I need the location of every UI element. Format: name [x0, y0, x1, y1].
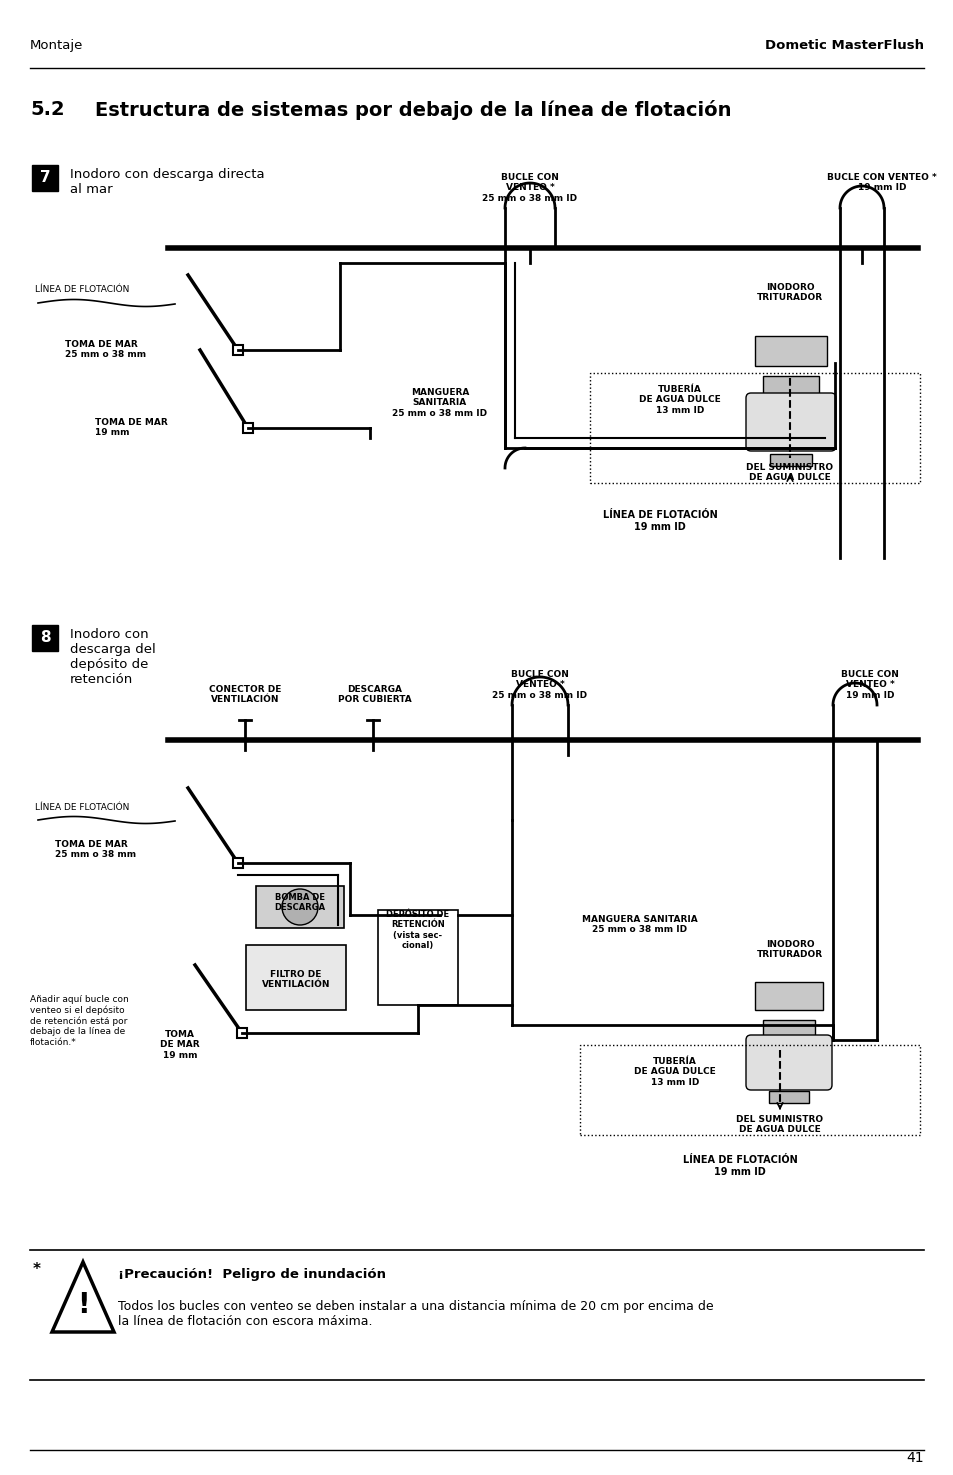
- Bar: [762, 1021, 814, 1040]
- Text: TOMA DE MAR
25 mm o 38 mm: TOMA DE MAR 25 mm o 38 mm: [55, 839, 136, 860]
- Text: BUCLE CON
VENTEO *
25 mm o 38 mm ID: BUCLE CON VENTEO * 25 mm o 38 mm ID: [482, 173, 577, 202]
- Text: LÍNEA DE FLOTACIÓN: LÍNEA DE FLOTACIÓN: [35, 286, 130, 295]
- Text: Inodoro con
descarga del
depósito de
retención: Inodoro con descarga del depósito de ret…: [70, 628, 155, 686]
- Polygon shape: [52, 1263, 113, 1332]
- Bar: [32, 165, 58, 190]
- Text: TUBERÍA
DE AGUA DULCE
13 mm ID: TUBERÍA DE AGUA DULCE 13 mm ID: [634, 1058, 715, 1087]
- Text: TOMA DE MAR
25 mm o 38 mm: TOMA DE MAR 25 mm o 38 mm: [65, 341, 146, 360]
- Text: 8: 8: [40, 630, 51, 646]
- Bar: [579, 1044, 919, 1134]
- Text: LÍNEA DE FLOTACIÓN: LÍNEA DE FLOTACIÓN: [35, 802, 130, 811]
- Text: DEL SUMINISTRO
DE AGUA DULCE: DEL SUMINISTRO DE AGUA DULCE: [745, 463, 833, 482]
- Bar: [754, 982, 822, 1010]
- Bar: [589, 373, 919, 482]
- Text: BUCLE CON VENTEO *
19 mm ID: BUCLE CON VENTEO * 19 mm ID: [826, 173, 936, 192]
- Text: 7: 7: [40, 171, 51, 186]
- Text: Inodoro con descarga directa
al mar: Inodoro con descarga directa al mar: [70, 168, 264, 196]
- Text: TUBERÍA
DE AGUA DULCE
13 mm ID: TUBERÍA DE AGUA DULCE 13 mm ID: [639, 385, 720, 414]
- Text: Todos los bucles con venteo se deben instalar a una distancia mínima de 20 cm po: Todos los bucles con venteo se deben ins…: [118, 1299, 713, 1328]
- Bar: [32, 625, 58, 650]
- FancyBboxPatch shape: [745, 1035, 831, 1090]
- Text: BOMBA DE
DESCARGA: BOMBA DE DESCARGA: [274, 892, 325, 913]
- Bar: [768, 1092, 808, 1103]
- Bar: [377, 910, 457, 1004]
- Text: *: *: [33, 1263, 41, 1277]
- Text: BUCLE CON
VENTEO *
19 mm ID: BUCLE CON VENTEO * 19 mm ID: [841, 670, 898, 699]
- Text: DESCARGA
POR CUBIERTA: DESCARGA POR CUBIERTA: [337, 684, 412, 705]
- Text: LÍNEA DE FLOTACIÓN
19 mm ID: LÍNEA DE FLOTACIÓN 19 mm ID: [682, 1155, 797, 1177]
- Circle shape: [282, 889, 317, 925]
- Text: BUCLE CON
VENTEO *
25 mm o 38 mm ID: BUCLE CON VENTEO * 25 mm o 38 mm ID: [492, 670, 587, 699]
- Text: Estructura de sistemas por debajo de la línea de flotación: Estructura de sistemas por debajo de la …: [95, 100, 731, 119]
- Text: DEL SUMINISTRO
DE AGUA DULCE: DEL SUMINISTRO DE AGUA DULCE: [736, 1115, 822, 1134]
- Text: TOMA
DE MAR
19 mm: TOMA DE MAR 19 mm: [160, 1030, 199, 1061]
- Bar: [754, 336, 826, 366]
- Bar: [769, 454, 811, 466]
- Bar: [255, 886, 344, 928]
- Text: 41: 41: [905, 1451, 923, 1465]
- Text: Añadir aquí bucle con
venteo si el depósito
de retención está por
debajo de la l: Añadir aquí bucle con venteo si el depós…: [30, 996, 129, 1047]
- Text: 5.2: 5.2: [30, 100, 65, 119]
- Text: FILTRO DE
VENTILACIÓN: FILTRO DE VENTILACIÓN: [261, 971, 330, 990]
- Bar: [246, 945, 346, 1010]
- Text: INODORO
TRITURADOR: INODORO TRITURADOR: [756, 283, 822, 302]
- Text: TOMA DE MAR
19 mm: TOMA DE MAR 19 mm: [95, 417, 168, 438]
- Text: Montaje: Montaje: [30, 38, 83, 52]
- Text: LÍNEA DE FLOTACIÓN
19 mm ID: LÍNEA DE FLOTACIÓN 19 mm ID: [602, 510, 717, 531]
- Text: INODORO
TRITURADOR: INODORO TRITURADOR: [756, 940, 822, 959]
- Text: DEPÓSITO DE
RETENCIÓN
(vista sec-
cional): DEPÓSITO DE RETENCIÓN (vista sec- cional…: [386, 910, 449, 950]
- Text: MANGUERA SANITARIA
25 mm o 38 mm ID: MANGUERA SANITARIA 25 mm o 38 mm ID: [581, 914, 698, 934]
- FancyBboxPatch shape: [745, 392, 835, 451]
- Text: CONECTOR DE
VENTILACIÓN: CONECTOR DE VENTILACIÓN: [209, 684, 281, 705]
- Text: Dometic MasterFlush: Dometic MasterFlush: [764, 38, 923, 52]
- Text: MANGUERA
SANITARIA
25 mm o 38 mm ID: MANGUERA SANITARIA 25 mm o 38 mm ID: [392, 388, 487, 417]
- Text: ¡Precaución!  Peligro de inundación: ¡Precaución! Peligro de inundación: [118, 1268, 386, 1280]
- Text: !: !: [76, 1292, 90, 1320]
- Bar: [762, 376, 818, 398]
